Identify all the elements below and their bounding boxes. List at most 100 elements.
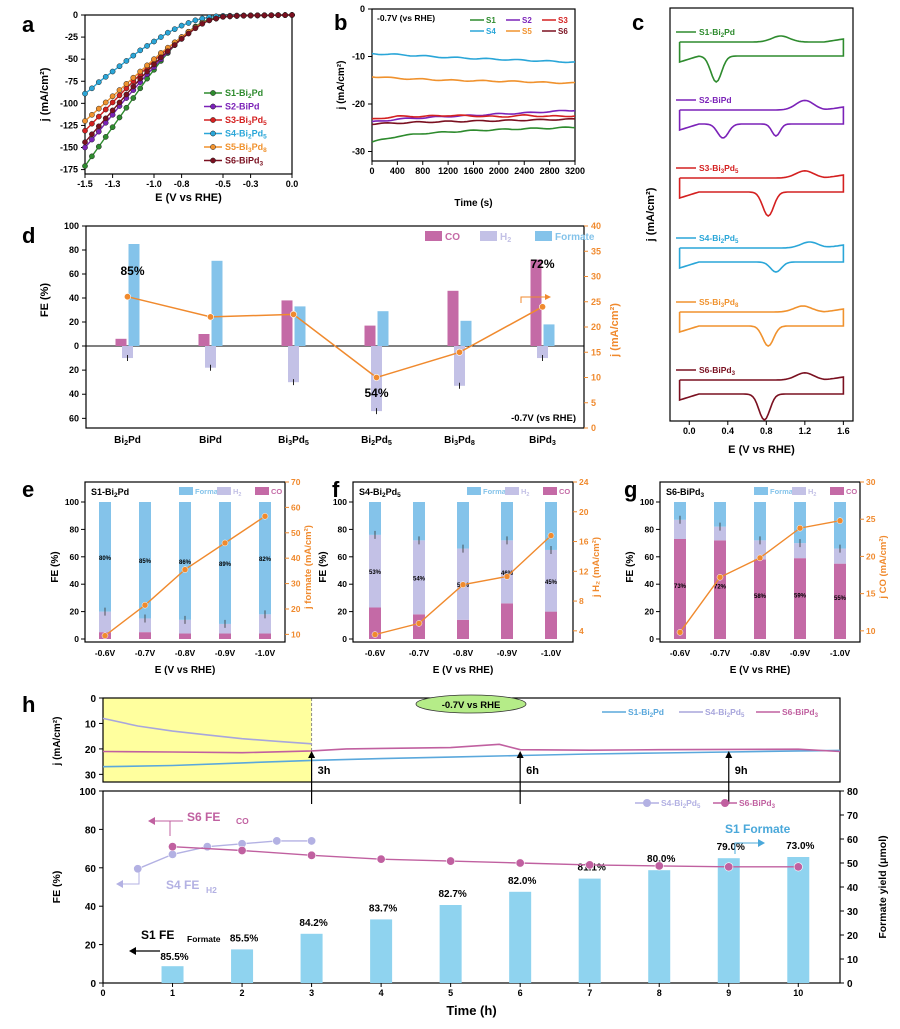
legend-label-f: CO bbox=[559, 487, 570, 496]
data-point-a bbox=[95, 79, 102, 85]
legend-swatch-d bbox=[425, 231, 442, 241]
data-point-a bbox=[116, 63, 123, 70]
data-point-a bbox=[95, 113, 102, 120]
data-point-a bbox=[102, 73, 109, 80]
data-point-a bbox=[116, 87, 123, 93]
bar-co-d bbox=[447, 290, 459, 346]
data-point-h-bottom bbox=[202, 842, 212, 852]
arrow-head-d bbox=[545, 294, 551, 300]
bar-formate-yield-h bbox=[648, 870, 671, 983]
j-point-d bbox=[124, 293, 132, 301]
bar-co-e bbox=[179, 633, 191, 639]
data-point-a bbox=[227, 13, 233, 20]
arrow-s6-h bbox=[169, 820, 183, 836]
y-tick-label-right-g: 10 bbox=[866, 626, 876, 636]
arrow-s1-formate-h bbox=[734, 842, 758, 854]
bar-formate-yield-h bbox=[509, 891, 532, 983]
x-tick-label-c: 1.2 bbox=[799, 426, 812, 436]
series-line-b bbox=[371, 113, 576, 120]
y-tick-label-b: -10 bbox=[352, 52, 365, 62]
y-axis-label-c: j (mA/cm²) bbox=[645, 187, 657, 242]
bar-label-h: 84.2% bbox=[299, 918, 327, 929]
x-tick-label-h: 7 bbox=[587, 988, 592, 998]
y-tick-label-b: -20 bbox=[352, 99, 365, 109]
data-point-a bbox=[275, 12, 282, 19]
series-line-b bbox=[371, 109, 576, 123]
data-point-a bbox=[82, 127, 88, 134]
y-tick-label-right-g: 15 bbox=[866, 589, 876, 599]
legend-swatch-g bbox=[754, 487, 768, 495]
x-tick-label-a: 0.0 bbox=[286, 179, 299, 189]
x-tick-label-d: BiPd3 bbox=[529, 435, 556, 447]
x-tick-label-h: 3 bbox=[309, 988, 314, 998]
annotation-s1-fe-sub-h: Formate bbox=[187, 934, 221, 944]
bar-formate-g bbox=[794, 502, 806, 544]
annotation-badge-h bbox=[415, 694, 527, 714]
y-tick-label-f: 80 bbox=[338, 524, 348, 534]
data-point-a bbox=[164, 29, 171, 36]
y-tick-label-f: 60 bbox=[338, 552, 348, 562]
bar-formate-yield-h bbox=[300, 933, 323, 983]
x-tick-label-d: Bi3Pd8 bbox=[444, 435, 475, 447]
y-tick-label-d: 20 bbox=[69, 317, 79, 327]
bar-co-d bbox=[530, 259, 542, 346]
y-tick-label-e: 60 bbox=[70, 552, 80, 562]
legend-label-h-top: S4-Bi2Pd5 bbox=[705, 707, 745, 719]
data-point-a bbox=[220, 13, 226, 20]
time-marker-arrow-h bbox=[516, 751, 524, 758]
legend-marker-a bbox=[210, 130, 216, 137]
panel-label-f: f bbox=[332, 477, 340, 502]
data-point-h-bottom bbox=[307, 850, 317, 860]
y-tick-label-d: 100 bbox=[64, 221, 79, 231]
legend-label-e: Formate bbox=[195, 487, 225, 496]
data-point-a bbox=[137, 68, 144, 75]
x-tick-label-c: 0.4 bbox=[722, 426, 735, 436]
series-line-h-top bbox=[102, 717, 312, 745]
y-tick-label-f: 20 bbox=[338, 607, 348, 617]
data-point-a bbox=[123, 104, 130, 111]
x-tick-label-a: -1.5 bbox=[77, 179, 93, 189]
x-tick-label-a: -1.0 bbox=[146, 179, 162, 189]
y-axis-label-h: FE (%) bbox=[51, 871, 63, 904]
data-point-a bbox=[289, 12, 295, 18]
y-axis-label-right-f: j H₂ (mA/cm²) bbox=[591, 537, 602, 598]
bar-formate-d bbox=[377, 311, 389, 346]
data-point-a bbox=[192, 25, 199, 32]
x-tick-label-e: -0.8V bbox=[175, 648, 196, 658]
y-tick-label-right-h: 0 bbox=[847, 979, 853, 990]
y-axis-label-right-d: j (mA/cm²) bbox=[609, 303, 621, 358]
j-point-d bbox=[372, 373, 380, 381]
y-tick-label-right-f: 8 bbox=[579, 596, 584, 606]
y-tick-label-h-bottom: 80 bbox=[85, 825, 97, 836]
bar-co-g bbox=[754, 559, 766, 639]
bar-formate-e bbox=[219, 502, 231, 624]
x-tick-label-g: -0.6V bbox=[670, 648, 691, 658]
j-point-g bbox=[676, 629, 684, 636]
y-tick-label-right-h: 20 bbox=[847, 931, 859, 942]
y-tick-label-right-d: 40 bbox=[591, 221, 601, 231]
bar-co-f bbox=[545, 611, 557, 639]
data-point-a bbox=[82, 163, 88, 169]
y-tick-label-right-d: 25 bbox=[591, 297, 601, 307]
bar-label-h: 82.0% bbox=[508, 876, 536, 887]
bar-formate-e bbox=[139, 502, 151, 619]
data-point-a bbox=[233, 13, 240, 19]
bar-formate-f bbox=[413, 502, 425, 541]
j-point-d bbox=[538, 303, 546, 311]
data-point-a bbox=[95, 123, 102, 130]
time-marker-arrow-h bbox=[308, 751, 316, 758]
y-tick-label-right-f: 24 bbox=[579, 477, 589, 487]
legend-label-e: CO bbox=[271, 487, 282, 496]
panel-label-e: e bbox=[22, 477, 34, 502]
y-tick-label-e: 80 bbox=[70, 524, 80, 534]
y-tick-label-d: 60 bbox=[69, 413, 79, 423]
bar-h2-g bbox=[754, 540, 766, 560]
bar-h2-g bbox=[714, 526, 726, 541]
y-tick-label-a: 0 bbox=[73, 10, 78, 20]
y-tick-label-g: 80 bbox=[645, 524, 655, 534]
data-point-a bbox=[185, 20, 192, 26]
legend-label-e: H2 bbox=[233, 487, 241, 498]
bar-co-d bbox=[281, 300, 293, 346]
bar-formate-yield-h bbox=[787, 857, 810, 983]
j-point-e bbox=[221, 539, 229, 547]
